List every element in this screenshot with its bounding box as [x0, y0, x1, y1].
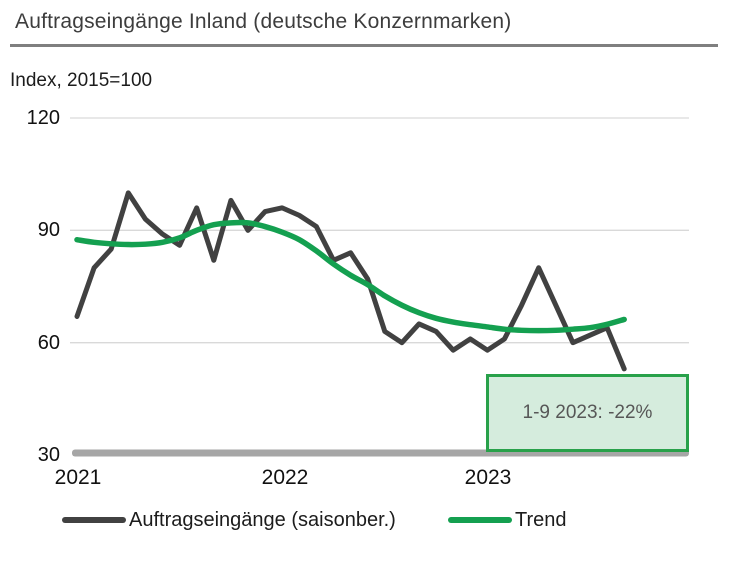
orders-line-swatch-icon: [62, 517, 126, 523]
annotation-callout: 1-9 2023: -22%: [486, 374, 689, 452]
annotation-text: 1-9 2023: -22%: [522, 402, 653, 423]
x-axis-label-2022: 2022: [261, 466, 309, 489]
y-axis-label-30: 30: [37, 444, 60, 466]
x-axis-label-2023: 2023: [464, 466, 512, 489]
trend-line: [74, 219, 627, 334]
legend-item-trend: Trend: [448, 507, 567, 533]
legend-label-trend: Trend: [515, 508, 567, 531]
trend-line-swatch-icon: [448, 517, 512, 523]
legend-label-orders: Auftragseingänge (saisonber.): [129, 508, 396, 531]
axis-unit-label: Index, 2015=100: [10, 70, 153, 91]
x-axis-label-2021: 2021: [54, 466, 102, 489]
y-axis-label-90: 90: [37, 219, 60, 241]
legend-item-orders: Auftragseingänge (saisonber.): [62, 507, 396, 533]
chart-legend: Auftragseingänge (saisonber.) Trend: [0, 507, 752, 533]
y-axis-label-60: 60: [37, 332, 60, 354]
page-title: Auftragseingänge Inland (deutsche Konzer…: [15, 10, 512, 33]
title-divider: [10, 44, 718, 47]
orders-line: [74, 190, 627, 372]
y-axis-label-120: 120: [26, 107, 60, 129]
